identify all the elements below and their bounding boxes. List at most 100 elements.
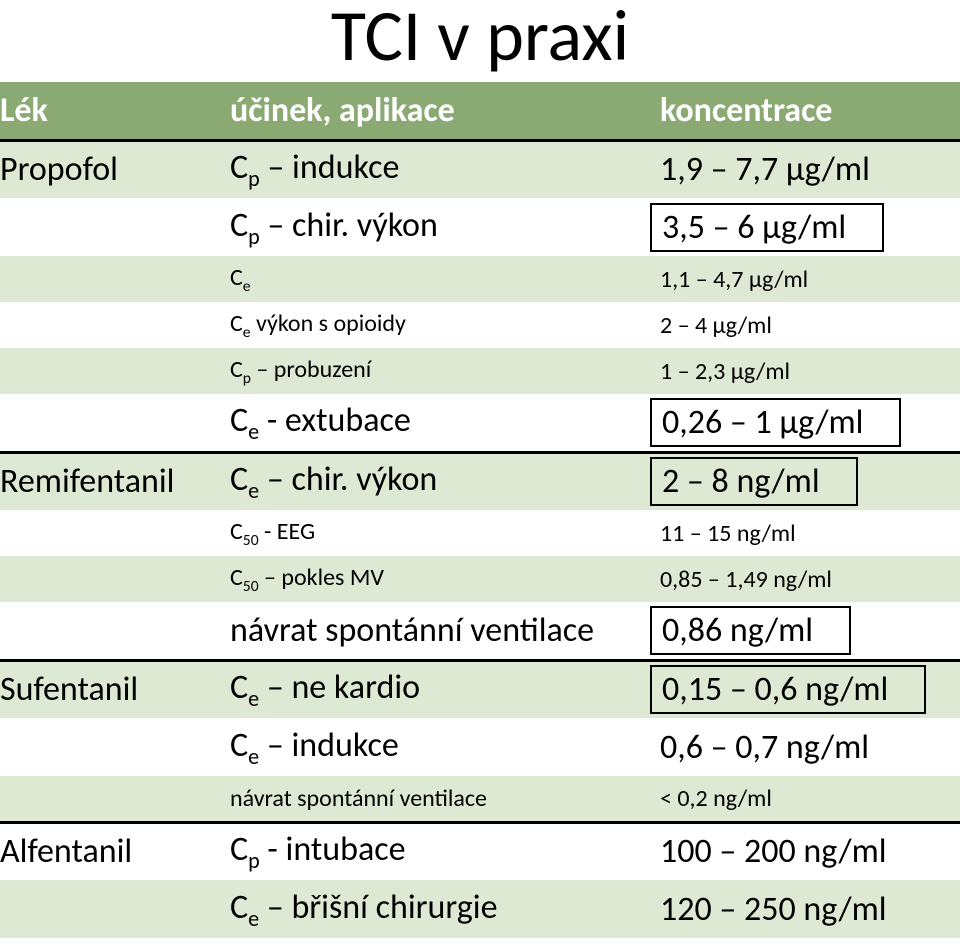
app-post: – pokles MV <box>259 563 384 592</box>
table-row: PropofolCp – indukce1,9 – 7,7 µg/ml <box>0 140 960 198</box>
app-sub: e <box>248 742 259 769</box>
app-sub: p <box>248 222 260 249</box>
app-text: C <box>230 400 248 441</box>
drug-cell <box>0 256 230 302</box>
table-row: SufentanilCe – ne kardio0,15 – 0,6 ng/ml <box>0 660 960 718</box>
app-sub: e <box>243 276 251 295</box>
app-post: výkon s opioidy <box>251 309 406 338</box>
tci-table: Lék účinek, aplikace koncentracePropofol… <box>0 82 960 945</box>
table-row: Ce – indukce0,6 – 0,7 ng/ml <box>0 718 960 776</box>
header-app: účinek, aplikace <box>230 82 660 140</box>
app-post: – ne kardio <box>259 667 420 708</box>
application-cell: návrat spontánní ventilace <box>230 776 660 822</box>
header-conc: koncentrace <box>660 82 960 140</box>
app-post: - intubace <box>260 829 406 870</box>
app-sub: p <box>243 368 251 387</box>
app-sub: e <box>243 322 251 341</box>
concentration-cell: 0,15 – 0,6 ng/ml <box>660 660 960 718</box>
header-drug: Lék <box>0 82 230 140</box>
concentration-cell: 2 – 4 µg/ml <box>660 302 960 348</box>
app-post: - EEG <box>259 517 316 546</box>
application-cell: Cp – chir. výkon <box>230 198 660 256</box>
drug-cell <box>0 880 230 938</box>
application-cell: Cp – probuzení <box>230 348 660 394</box>
application-cell: Ce - extubace <box>230 394 660 452</box>
concentration-cell: 50 – 100 ng/ml <box>660 938 960 945</box>
app-text: C <box>230 355 243 384</box>
app-sub: 50 <box>243 576 259 595</box>
app-post: – chir. výkon <box>259 459 437 500</box>
application-cell: Ce – ne kardio <box>230 660 660 718</box>
app-post: – indukce <box>260 147 400 188</box>
table-row: návrat vědomí (s propofolem)50 – 100 ng/… <box>0 938 960 945</box>
app-text: C <box>230 829 248 870</box>
app-text: C <box>230 725 248 766</box>
table-row: RemifentanilCe – chir. výkon2 – 8 ng/ml <box>0 452 960 510</box>
application-cell: Ce – indukce <box>230 718 660 776</box>
slide: TCI v praxi Lék účinek, aplikace koncent… <box>0 0 960 945</box>
drug-cell <box>0 394 230 452</box>
drug-cell: Remifentanil <box>0 452 230 510</box>
concentration-cell: 0,85 – 1,49 ng/ml <box>660 556 960 602</box>
application-cell: C50 – pokles MV <box>230 556 660 602</box>
drug-cell <box>0 348 230 394</box>
app-text: C <box>230 205 248 246</box>
app-sub: e <box>248 477 259 504</box>
app-text: C <box>230 563 243 592</box>
boxed-value: 0,86 ng/ml <box>650 606 851 655</box>
app-post: – břišní chirurgie <box>259 887 497 928</box>
table-row: Ce1,1 – 4,7 µg/ml <box>0 256 960 302</box>
concentration-cell: 100 – 200 ng/ml <box>660 822 960 880</box>
app-sub: p <box>248 847 260 874</box>
app-text: C <box>230 147 248 188</box>
app-text: C <box>230 517 243 546</box>
app-text: návrat spontánní ventilace <box>230 610 594 651</box>
application-cell: Ce <box>230 256 660 302</box>
concentration-cell: < 0,2 ng/ml <box>660 776 960 822</box>
drug-cell <box>0 602 230 660</box>
table-row: návrat spontánní ventilace < 0,2 ng/ml <box>0 776 960 822</box>
concentration-cell: 11 – 15 ng/ml <box>660 510 960 556</box>
app-sub: e <box>248 685 259 712</box>
drug-cell <box>0 556 230 602</box>
drug-cell <box>0 776 230 822</box>
concentration-cell: 0,86 ng/ml <box>660 602 960 660</box>
app-text: návrat spontánní ventilace <box>230 784 487 813</box>
app-post: - extubace <box>259 400 411 441</box>
app-text: C <box>230 887 248 928</box>
concentration-cell: 0,6 – 0,7 ng/ml <box>660 718 960 776</box>
table-row: Cp – chir. výkon3,5 – 6 µg/ml <box>0 198 960 256</box>
slide-title: TCI v praxi <box>0 0 960 72</box>
app-text: C <box>230 263 243 292</box>
boxed-value: 0,26 – 1 µg/ml <box>650 398 901 447</box>
table-row: AlfentanilCp - intubace 100 – 200 ng/ml <box>0 822 960 880</box>
table-row: Ce – břišní chirurgie120 – 250 ng/ml <box>0 880 960 938</box>
boxed-value: 2 – 8 ng/ml <box>650 457 858 506</box>
drug-cell: Sufentanil <box>0 660 230 718</box>
app-sub: 50 <box>243 530 259 549</box>
concentration-cell: 0,26 – 1 µg/ml <box>660 394 960 452</box>
app-post: – chir. výkon <box>260 205 438 246</box>
table-row: návrat spontánní ventilace 0,86 ng/ml <box>0 602 960 660</box>
application-cell: Ce – břišní chirurgie <box>230 880 660 938</box>
app-text: C <box>230 667 248 708</box>
concentration-cell: 1 – 2,3 µg/ml <box>660 348 960 394</box>
drug-cell <box>0 302 230 348</box>
application-cell: Ce – chir. výkon <box>230 452 660 510</box>
concentration-cell: 3,5 – 6 µg/ml <box>660 198 960 256</box>
table-row: C50 – pokles MV0,85 – 1,49 ng/ml <box>0 556 960 602</box>
drug-cell: Alfentanil <box>0 822 230 880</box>
table-row: C50 - EEG 11 – 15 ng/ml <box>0 510 960 556</box>
boxed-value: 3,5 – 6 µg/ml <box>650 203 884 252</box>
app-sub: p <box>248 165 260 192</box>
drug-cell <box>0 510 230 556</box>
drug-cell <box>0 938 230 945</box>
app-sub: e <box>248 418 259 445</box>
app-text: C <box>230 459 248 500</box>
concentration-cell: 1,1 – 4,7 µg/ml <box>660 256 960 302</box>
application-cell: návrat vědomí (s propofolem) <box>230 938 660 945</box>
app-text: C <box>230 309 243 338</box>
app-post: – indukce <box>259 725 399 766</box>
concentration-cell: 2 – 8 ng/ml <box>660 452 960 510</box>
boxed-value: 0,15 – 0,6 ng/ml <box>650 665 926 714</box>
